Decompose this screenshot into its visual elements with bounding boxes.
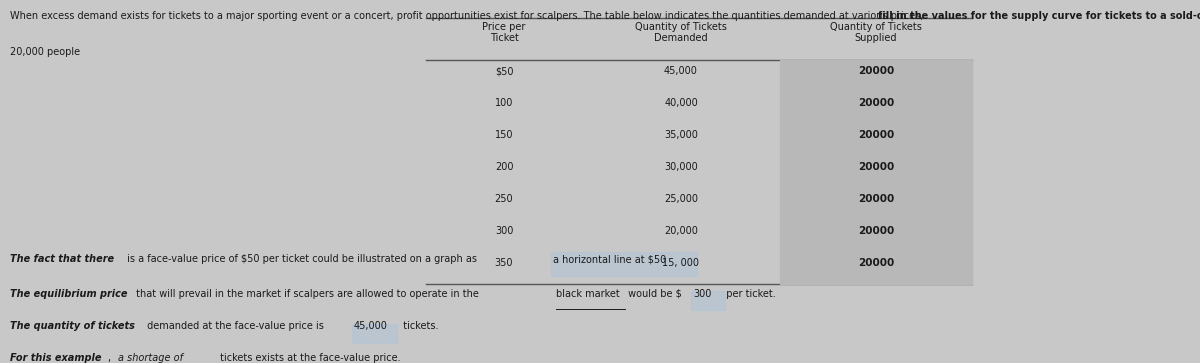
Text: 350: 350 <box>494 258 514 268</box>
Text: Quantity of Tickets
Supplied: Quantity of Tickets Supplied <box>830 22 922 44</box>
Text: 30,000: 30,000 <box>664 162 698 172</box>
Text: The quantity of tickets: The quantity of tickets <box>10 321 134 331</box>
Text: would be $: would be $ <box>625 289 685 299</box>
Text: For this example: For this example <box>10 353 101 363</box>
Text: 20000: 20000 <box>858 98 894 109</box>
Text: 250: 250 <box>494 194 514 204</box>
Text: 20000: 20000 <box>858 258 894 268</box>
Text: per ticket.: per ticket. <box>720 289 775 299</box>
Text: 20000: 20000 <box>858 194 894 204</box>
Text: 20,000: 20,000 <box>664 226 698 236</box>
Text: 20000: 20000 <box>858 226 894 236</box>
Text: 20,000 people: 20,000 people <box>10 47 79 57</box>
Text: 300: 300 <box>494 226 514 236</box>
Text: When excess demand exists for tickets to a major sporting event or a concert, pr: When excess demand exists for tickets to… <box>10 11 926 21</box>
Text: tickets exists at the face-value price.: tickets exists at the face-value price. <box>217 353 401 363</box>
Text: fill in the values for the supply curve for tickets to a sold-out venue that hol: fill in the values for the supply curve … <box>878 11 1200 21</box>
Text: 40,000: 40,000 <box>664 98 698 109</box>
Text: 25,000: 25,000 <box>664 194 698 204</box>
Text: 35,000: 35,000 <box>664 130 698 140</box>
Text: 20000: 20000 <box>858 66 894 77</box>
Text: tickets.: tickets. <box>397 321 439 331</box>
Text: a shortage of: a shortage of <box>118 353 182 363</box>
Text: 45,000: 45,000 <box>664 66 698 77</box>
Text: 45,000: 45,000 <box>354 321 388 331</box>
Text: 100: 100 <box>494 98 514 109</box>
Text: The equilibrium price: The equilibrium price <box>10 289 127 299</box>
Text: ,: , <box>108 353 114 363</box>
Text: 20000: 20000 <box>858 130 894 140</box>
Text: 300: 300 <box>694 289 712 299</box>
Text: $50: $50 <box>494 66 514 77</box>
Text: black market: black market <box>556 289 619 299</box>
Text: that will prevail in the market if scalpers are allowed to operate in the: that will prevail in the market if scalp… <box>133 289 482 299</box>
Text: 150: 150 <box>494 130 514 140</box>
Text: a horizontal line at $50: a horizontal line at $50 <box>553 254 666 264</box>
Text: 15, 000: 15, 000 <box>662 258 700 268</box>
Text: 200: 200 <box>494 162 514 172</box>
Text: Price per
Ticket: Price per Ticket <box>482 22 526 44</box>
Text: The fact that there: The fact that there <box>10 254 114 264</box>
Text: is a face-value price of $50 per ticket could be illustrated on a graph as: is a face-value price of $50 per ticket … <box>124 254 480 264</box>
Text: Quantity of Tickets
Demanded: Quantity of Tickets Demanded <box>635 22 727 44</box>
Text: 20000: 20000 <box>858 162 894 172</box>
Text: demanded at the face-value price is: demanded at the face-value price is <box>144 321 326 331</box>
